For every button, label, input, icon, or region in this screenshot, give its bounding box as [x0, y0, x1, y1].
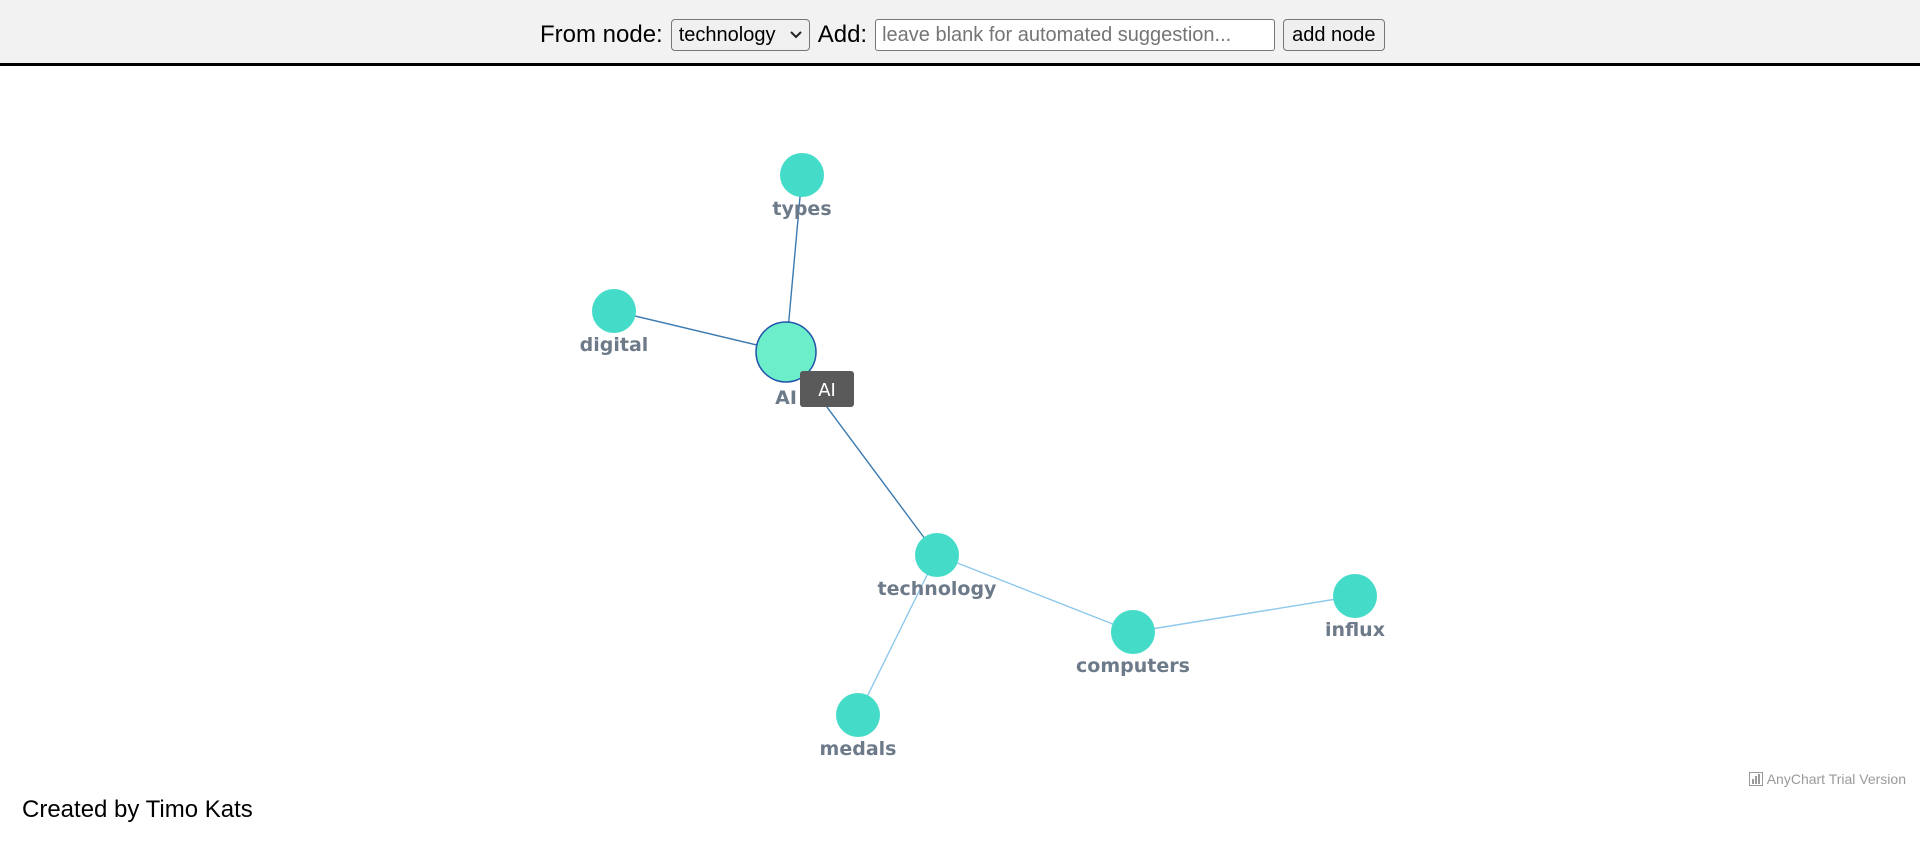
node-label-computers: computers — [1076, 655, 1190, 677]
node-digital[interactable] — [592, 289, 636, 333]
footer-credit: Created by Timo Kats — [22, 796, 253, 823]
node-label-digital: digital — [580, 334, 649, 356]
node-computers[interactable] — [1111, 610, 1155, 654]
node-technology[interactable] — [915, 533, 959, 577]
chart-icon — [1748, 772, 1763, 786]
add-node-input[interactable] — [875, 19, 1276, 51]
toolbar: From node: technology Add: add node — [0, 0, 1920, 66]
node-label-types: types — [772, 198, 831, 220]
node-label-medals: medals — [820, 738, 897, 760]
node-tooltip: AI — [800, 371, 854, 407]
from-node-select[interactable]: technology — [670, 19, 810, 51]
edge-technology-medals — [857, 554, 938, 716]
add-label: Add: — [817, 21, 868, 48]
network-graph-canvas: types digital AI technology computers influx m… — [580, 153, 1385, 760]
tooltip-text: AI — [818, 380, 836, 401]
edge-technology-computers — [936, 554, 1134, 633]
network-graph: types digital AI technology computers influx m… — [0, 66, 1920, 790]
edge-computers-influx — [1132, 595, 1356, 633]
chevron-down-icon — [790, 31, 802, 39]
node-label-ai: AI — [775, 387, 797, 409]
watermark-text: AnyChart Trial Version — [1766, 771, 1906, 787]
from-node-label: From node: — [540, 21, 663, 48]
node-label-technology: technology — [878, 578, 998, 600]
node-ai[interactable] — [755, 321, 817, 383]
add-node-button[interactable]: add node — [1283, 19, 1385, 51]
node-medals[interactable] — [836, 693, 880, 737]
node-types[interactable] — [780, 153, 824, 197]
toolbar-controls: From node: technology Add: add node — [540, 17, 1385, 53]
node-label-influx: influx — [1325, 619, 1385, 641]
from-node-select-value: technology — [678, 23, 776, 46]
tooltip-background — [800, 371, 854, 407]
node-influx[interactable] — [1333, 574, 1377, 618]
watermark: AnyChart Trial Version — [1748, 771, 1906, 787]
